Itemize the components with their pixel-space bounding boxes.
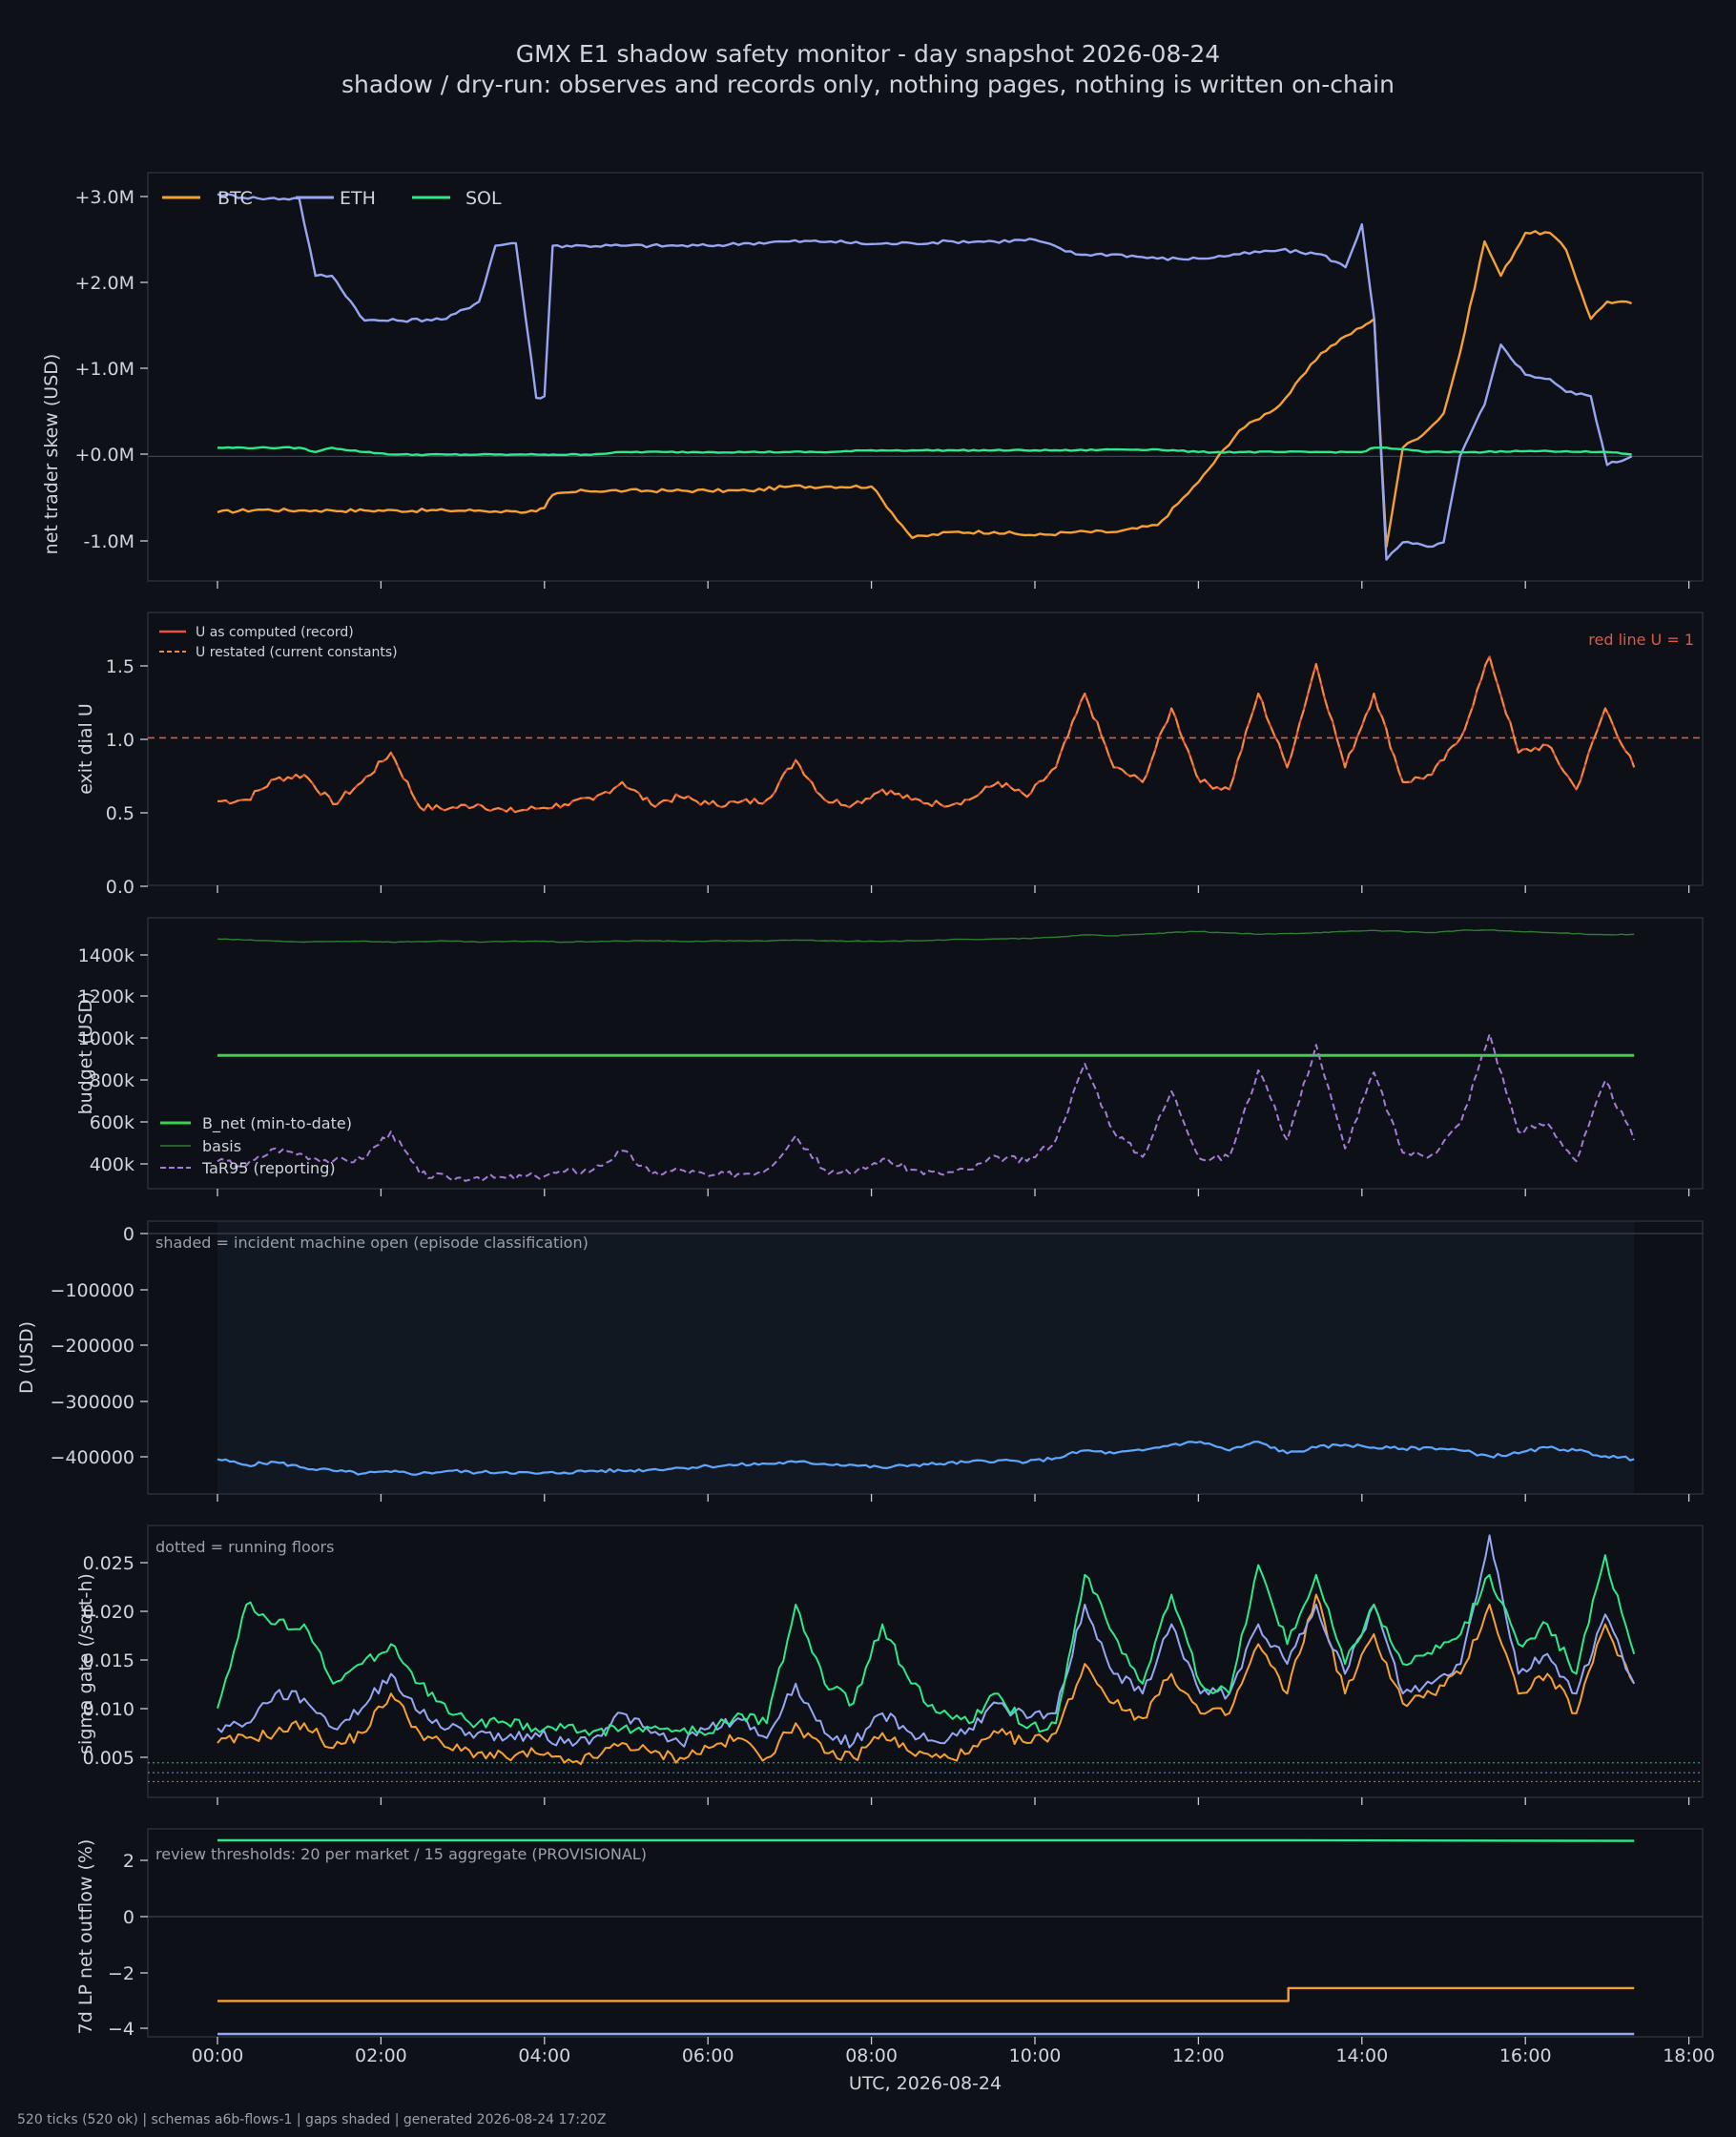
y-axis-label: 7d LP net outflow (%) [75,1839,96,2035]
y-tick-label: −100000 [51,1280,134,1301]
y-tick-label: 0.010 [83,1699,134,1720]
x-tick-label: 04:00 [518,2045,570,2066]
legend-label: BTC [217,188,253,209]
panel-1-frame [147,172,1704,582]
x-tick-label: 06:00 [682,2045,734,2066]
y-tick-label: 0.5 [106,803,134,824]
incident-shaded-region [217,1222,1635,1493]
panel-6-frame [147,1828,1704,2038]
y-tick-label: 1200k [78,986,134,1007]
y-tick-label: +2.0M [74,273,134,294]
legend-label: U restated (current constants) [196,645,398,660]
x-tick-label: 10:00 [1009,2045,1062,2066]
y-tick-label: −4 [108,2019,134,2040]
shading-annotation: shaded = incident machine open (episode … [155,1234,589,1252]
legend-label: TaR95 (reporting) [201,1159,336,1177]
series-line-outflow-btc [217,1986,1635,2002]
series-line-basis [217,929,1635,944]
y-tick-label: 0.015 [83,1650,134,1671]
y-axis-label: budget (USD) [75,992,96,1115]
y-axis-label: sigma gate (/sqrt-h) [75,1573,96,1754]
panel-3-frame [147,917,1704,1190]
legend-label: SOL [465,188,502,209]
y-tick-label: 1400k [78,945,134,966]
y-tick-label: -1.0M [84,531,134,552]
y-axis-label: exit dial U [75,703,96,795]
series-line-sigma-btc [217,1593,1636,1766]
x-tick-label: 02:00 [355,2045,407,2066]
series-line-outflow-sol [217,1838,1635,1842]
panel-5-frame [147,1525,1704,1798]
y-tick-label: 1.0 [106,730,134,751]
x-axis-label: UTC, 2026-08-24 [849,2073,1002,2094]
series-line-sigma-sol [217,1554,1636,1737]
y-tick-label: 400k [90,1154,134,1175]
y-axis-label: net trader skew (USD) [41,354,62,555]
legend-label: basis [202,1137,241,1155]
legend-label: ETH [340,188,376,209]
y-axis-label: D (USD) [16,1321,37,1394]
y-tick-label: −300000 [51,1392,134,1413]
legend-label: U as computed (record) [196,625,354,640]
x-tick-label: 18:00 [1663,2045,1715,2066]
series-line-u-restated [217,655,1636,814]
panel-2-frame [147,612,1704,886]
x-tick-label: 08:00 [845,2045,898,2066]
y-tick-label: −2 [108,1963,134,1984]
y-tick-label: +1.0M [74,359,134,380]
y-tick-label: 1000k [78,1028,134,1049]
y-tick-label: 600k [90,1112,134,1133]
series-line-eth [217,193,1633,561]
chart-title: GMX E1 shadow safety monitor - day snaps… [515,40,1221,68]
y-tick-label: 0 [123,1907,134,1928]
series-line-btc [217,230,1632,549]
y-tick-label: 0.025 [83,1553,134,1574]
x-tick-label: 12:00 [1172,2045,1225,2066]
y-tick-label: −400000 [51,1447,134,1468]
series-line-sol [217,446,1632,457]
footer-status: 520 ticks (520 ok) | schemas a6b-flows-1… [17,2112,607,2127]
y-tick-label: 0.020 [83,1602,134,1623]
y-tick-label: +3.0M [74,187,134,208]
threshold-annotation: red line U = 1 [1588,631,1694,649]
legend-label: B_net (min-to-date) [202,1114,352,1133]
x-tick-label: 16:00 [1499,2045,1552,2066]
floors-annotation: dotted = running floors [155,1538,334,1556]
y-tick-label: 0.005 [83,1748,134,1769]
thresholds-annotation: review thresholds: 20 per market / 15 ag… [155,1845,647,1863]
y-tick-label: 0 [123,1224,134,1245]
x-tick-label: 00:00 [192,2045,244,2066]
y-tick-label: −200000 [51,1336,134,1357]
y-tick-label: 0.0 [106,877,134,898]
x-tick-label: 14:00 [1335,2045,1388,2066]
y-tick-label: 800k [90,1070,134,1091]
series-line-sigma-eth [217,1534,1636,1749]
y-tick-label: 1.5 [106,656,134,677]
y-tick-label: 2 [123,1851,134,1872]
series-line-tar95 [217,1033,1636,1182]
series-line-d [217,1441,1635,1476]
chart-subtitle: shadow / dry-run: observes and records o… [341,71,1395,98]
y-tick-label: +0.0M [74,445,134,466]
